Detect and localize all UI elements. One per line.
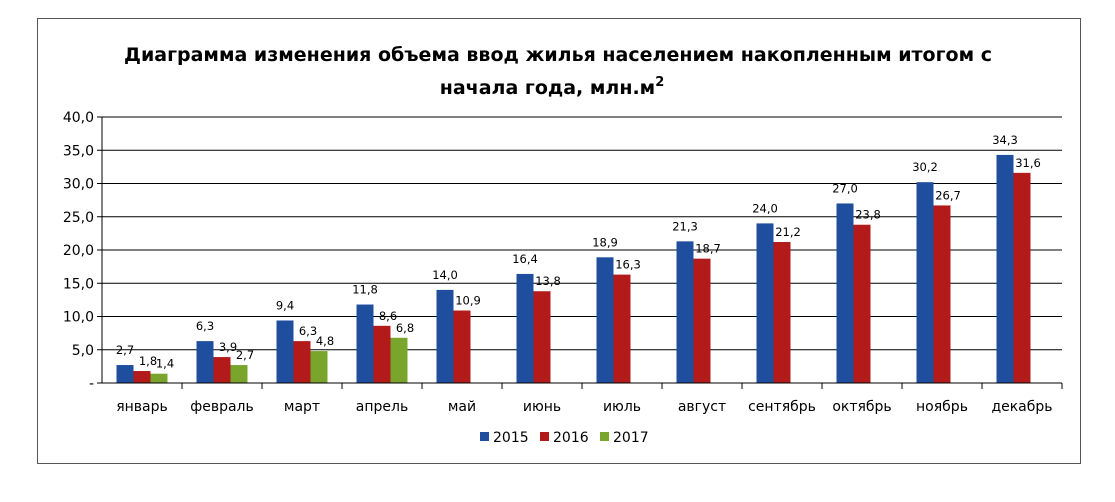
data-label-2016: 26,7 xyxy=(935,188,961,202)
bar-2015 xyxy=(276,320,294,383)
bar-2016 xyxy=(933,205,951,383)
data-label-2016: 31,6 xyxy=(1015,156,1041,170)
bar-2017 xyxy=(150,373,168,383)
y-tick-label: 25,0 xyxy=(63,210,94,226)
x-tick-label: март xyxy=(284,399,320,415)
bar-2016 xyxy=(293,341,311,383)
data-label-2015: 14,0 xyxy=(432,268,458,282)
legend-swatch-2017 xyxy=(600,432,609,441)
bar-2016 xyxy=(693,258,711,383)
bar-2015 xyxy=(196,341,214,383)
data-label-2016: 10,9 xyxy=(455,294,481,308)
legend-label-2015: 2015 xyxy=(493,430,529,446)
data-label-2015: 24,0 xyxy=(752,201,778,215)
data-label-2015: 11,8 xyxy=(352,283,378,297)
bar-2015 xyxy=(116,365,134,383)
chart-title-text: начала года, млн.м xyxy=(440,77,655,99)
x-tick-label: сентябрь xyxy=(748,399,816,415)
bar-2015 xyxy=(436,289,454,383)
bar-2015 xyxy=(356,304,374,383)
legend-swatch-2016 xyxy=(540,432,549,441)
x-tick-label: ноябрь xyxy=(916,399,968,415)
bar-2015 xyxy=(996,154,1014,383)
data-label-2015: 2,7 xyxy=(116,343,134,357)
data-label-2017: 4,8 xyxy=(316,334,334,348)
bar-2015 xyxy=(836,203,854,383)
y-tick-label: 20,0 xyxy=(63,243,94,259)
bar-2016 xyxy=(773,242,791,383)
data-label-2016: 16,3 xyxy=(615,258,641,272)
bar-2016 xyxy=(613,274,631,383)
data-label-2015: 18,9 xyxy=(592,235,618,249)
bar-2015 xyxy=(516,273,534,383)
y-tick-label: - xyxy=(89,376,94,392)
data-label-2016: 13,8 xyxy=(535,274,561,288)
bar-2017 xyxy=(310,351,328,383)
data-label-2017: 6,8 xyxy=(396,321,414,335)
bar-2016 xyxy=(453,310,471,383)
y-tick-label: 30,0 xyxy=(63,177,94,193)
data-label-2015: 9,4 xyxy=(276,298,294,312)
legend-label-2016: 2016 xyxy=(553,430,589,446)
y-tick-label: 5,0 xyxy=(72,343,94,359)
data-label-2016: 8,6 xyxy=(379,309,397,323)
x-tick-label: май xyxy=(448,399,476,415)
data-label-2016: 23,8 xyxy=(855,208,881,222)
legend-label-2017: 2017 xyxy=(613,430,649,446)
bar-2016 xyxy=(1013,172,1031,383)
chart-title-line2: начала года, млн.м2 xyxy=(440,75,665,99)
legend-swatch-2015 xyxy=(480,432,489,441)
chart-title-line1: Диаграмма изменения объема ввод жилья на… xyxy=(124,44,992,66)
bar-2015 xyxy=(596,257,614,383)
chart-frame xyxy=(37,18,1081,464)
bar-2015 xyxy=(676,241,694,383)
data-label-2016: 3,9 xyxy=(219,340,237,354)
x-tick-label: январь xyxy=(116,399,168,415)
y-tick-label: 40,0 xyxy=(63,110,94,126)
bar-2017 xyxy=(390,337,408,383)
bar-2016 xyxy=(853,224,871,383)
y-tick-label: 15,0 xyxy=(63,276,94,292)
chart-title-sup: 2 xyxy=(655,75,664,90)
data-label-2016: 18,7 xyxy=(695,242,721,256)
y-tick-label: 35,0 xyxy=(63,143,94,159)
x-tick-label: октябрь xyxy=(832,399,891,415)
data-label-2016: 21,2 xyxy=(775,225,801,239)
bar-2016 xyxy=(133,371,151,383)
data-label-2015: 6,3 xyxy=(196,319,214,333)
bar-2015 xyxy=(916,182,934,383)
x-tick-label: июль xyxy=(603,399,641,415)
bar-2017 xyxy=(230,365,248,383)
data-label-2017: 2,7 xyxy=(236,348,254,362)
x-tick-label: февраль xyxy=(190,399,254,415)
y-tick-label: 10,0 xyxy=(63,310,94,326)
x-tick-label: апрель xyxy=(356,399,408,415)
data-label-2017: 1,4 xyxy=(156,357,174,371)
data-label-2015: 16,4 xyxy=(512,252,538,266)
bar-2016 xyxy=(533,291,551,383)
x-tick-label: декабрь xyxy=(991,399,1052,415)
x-tick-label: август xyxy=(678,399,726,415)
bar-2016 xyxy=(213,357,231,383)
bar-2016 xyxy=(373,325,391,383)
x-tick-label: июнь xyxy=(523,399,561,415)
data-label-2016: 6,3 xyxy=(299,324,317,338)
bar-2015 xyxy=(756,223,774,383)
data-label-2015: 21,3 xyxy=(672,219,698,233)
data-label-2015: 27,0 xyxy=(832,181,858,195)
data-label-2015: 30,2 xyxy=(912,160,938,174)
data-label-2016: 1,8 xyxy=(139,354,157,368)
data-label-2015: 34,3 xyxy=(992,133,1018,147)
